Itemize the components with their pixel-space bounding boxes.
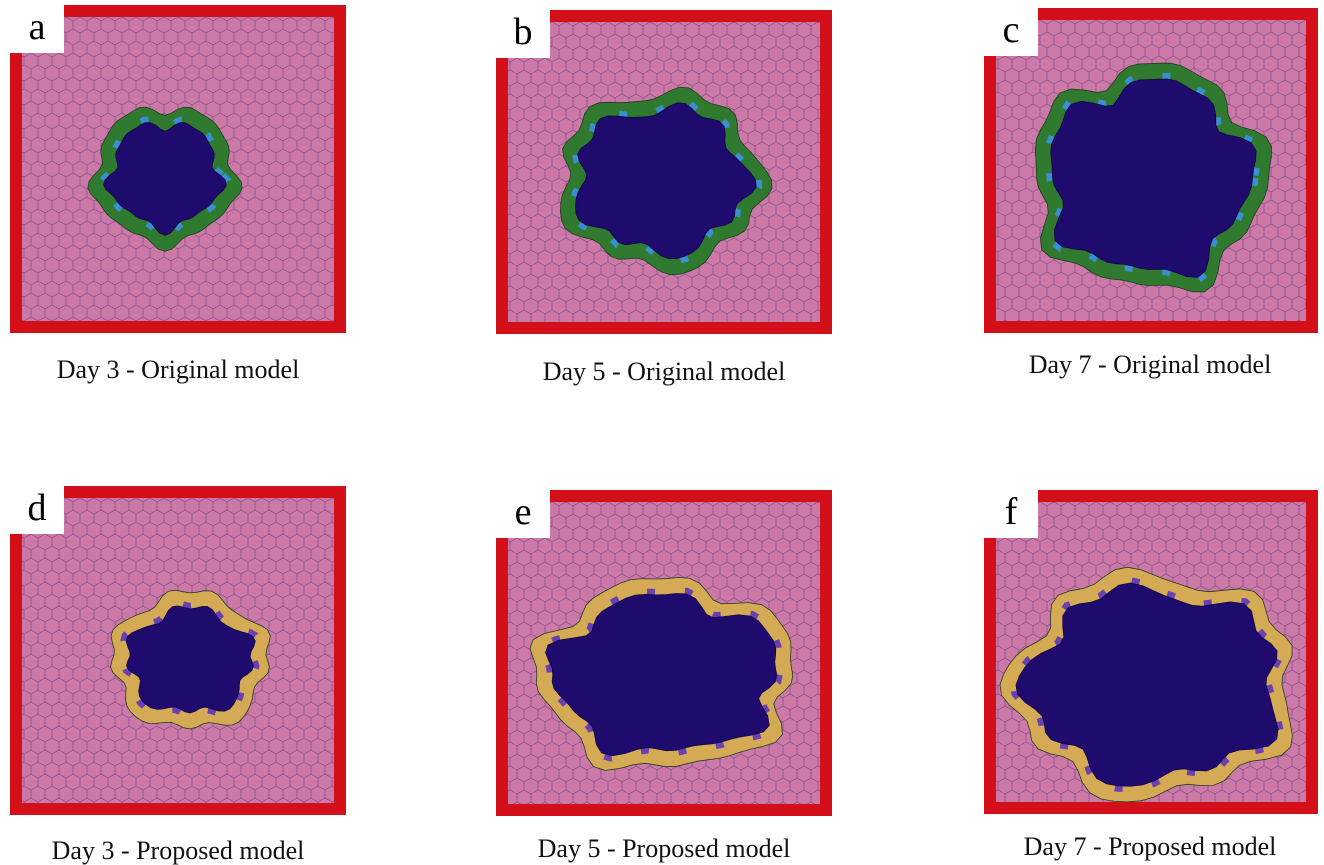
panel-caption: Day 3 - Original model: [8, 355, 348, 385]
panel-caption: Day 5 - Original model: [494, 357, 834, 387]
panel-letter: c: [984, 8, 1038, 56]
panel-caption: Day 5 - Proposed model: [494, 834, 834, 864]
panel-caption: Day 7 - Original model: [980, 350, 1320, 380]
simulation-image: [10, 486, 346, 815]
figure: a Day 3 - Original model b Day 5 - Original…: [0, 0, 1324, 865]
simulation-image: [496, 10, 832, 334]
panel-caption: Day 7 - Proposed model: [980, 832, 1320, 862]
panel: e: [496, 490, 832, 816]
simulation-image: [984, 490, 1318, 814]
panel-letter: d: [10, 486, 64, 534]
panel-letter: b: [496, 10, 550, 58]
panel: b: [496, 10, 832, 334]
panel: f: [984, 490, 1318, 814]
panel-letter: e: [496, 490, 550, 538]
simulation-image: [10, 5, 346, 333]
panel: c: [984, 8, 1318, 333]
panel-letter: f: [984, 490, 1038, 538]
panel: a: [10, 5, 346, 333]
simulation-image: [984, 8, 1318, 333]
panel-caption: Day 3 - Proposed model: [8, 836, 348, 865]
simulation-image: [496, 490, 832, 816]
panel: d: [10, 486, 346, 815]
panel-letter: a: [10, 5, 64, 53]
